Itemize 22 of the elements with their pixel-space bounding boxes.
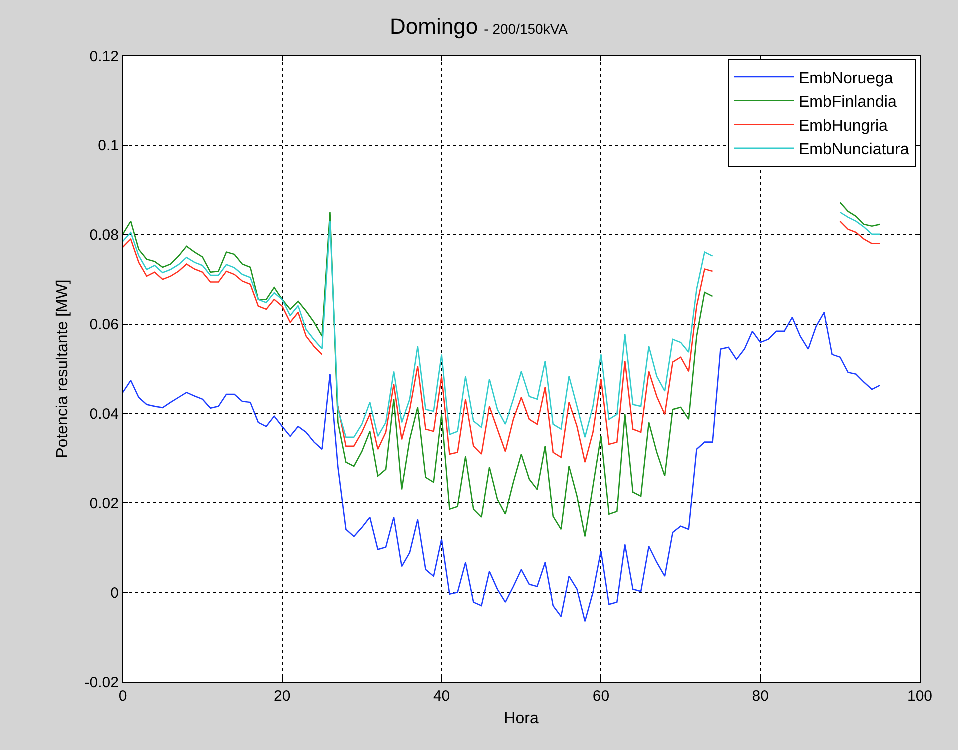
y-tick-label: 0.12 [90,48,119,66]
x-tick-label: 60 [592,688,610,705]
legend-label: EmbFinlandia [799,94,897,112]
y-tick-label: 0.1 [98,138,119,155]
chart-title: Domingo [390,14,478,39]
y-tick-label: 0.08 [90,227,119,244]
line-series [123,312,881,622]
x-tick-label: 20 [274,688,291,705]
legend-label: EmbHungria [799,118,888,135]
x-tick-label: 80 [752,688,769,705]
y-tick-label: 0.02 [90,495,119,512]
legend-label: EmbNoruega [799,70,894,88]
chart-subtitle: - 200/150kVA [484,20,569,37]
x-axis-title: Hora [504,710,539,728]
y-tick-label: 0.04 [90,406,119,423]
y-axis-title: Potencia resultante [MW] [54,280,72,458]
y-tick-label: 0 [110,584,119,602]
y-tick-label: -0.02 [84,674,119,692]
x-tick-label: 100 [907,688,933,705]
legend-label: EmbNunciatura [799,142,910,159]
x-tick-label: 40 [433,688,450,705]
y-tick-label: 0.06 [90,316,119,334]
